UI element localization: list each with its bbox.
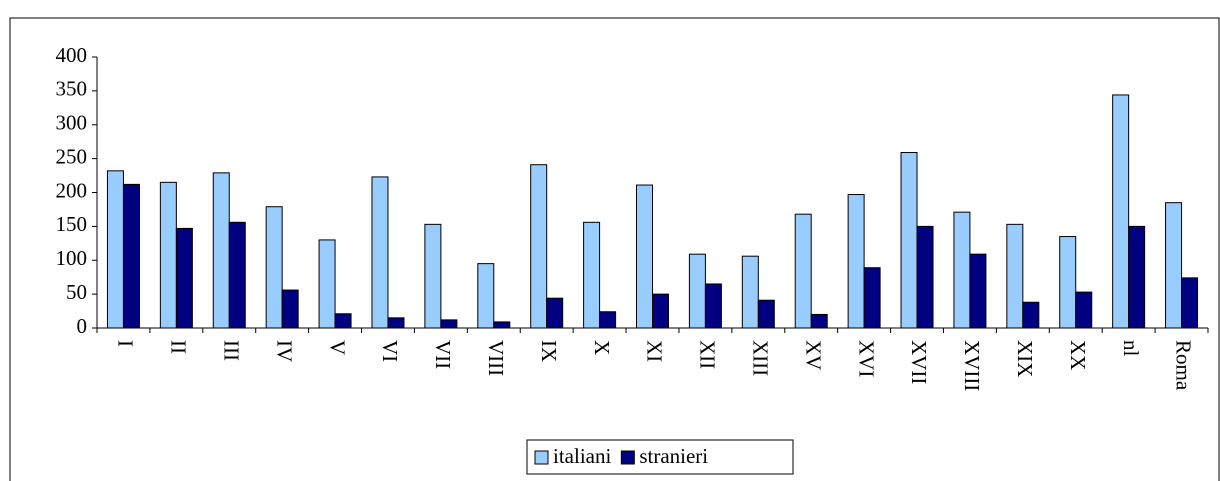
- y-tick-label: 300: [56, 111, 88, 135]
- bar: [477, 263, 495, 329]
- y-tick-label: 0: [77, 314, 88, 338]
- legend-swatch: [534, 450, 549, 465]
- y-tick-label: 100: [56, 246, 88, 270]
- x-tick-label: I: [114, 340, 138, 347]
- x-tick-label: IV: [272, 340, 296, 362]
- bar: [900, 152, 918, 329]
- bar: [1128, 225, 1146, 329]
- bar: [1022, 301, 1040, 329]
- bar: [652, 293, 669, 329]
- legend-box: [526, 439, 794, 475]
- x-tick-label: XI: [643, 340, 667, 362]
- bar: [599, 311, 617, 329]
- x-tick-label: II: [167, 340, 191, 354]
- legend-swatch: [620, 450, 635, 465]
- y-tick-label: 150: [56, 212, 88, 236]
- bar: [122, 183, 140, 329]
- bar: [688, 253, 706, 329]
- x-tick-label: VIII: [484, 340, 508, 376]
- x-tick-label: XIII: [748, 340, 772, 376]
- bar: [1006, 223, 1024, 329]
- bar: [847, 194, 865, 329]
- chart-frame: [9, 17, 1220, 481]
- x-tick-label: XVII: [907, 340, 931, 384]
- bar: [493, 321, 511, 329]
- y-tick-label: 350: [56, 77, 88, 101]
- bar: [1165, 202, 1183, 329]
- bar: [440, 319, 458, 329]
- bar: [159, 181, 177, 329]
- bar: [175, 227, 193, 329]
- x-tick-label: Roma: [1172, 340, 1196, 391]
- bar: [741, 255, 759, 329]
- bar: [1059, 236, 1077, 329]
- y-tick-label: 50: [66, 280, 87, 304]
- bar: [636, 184, 653, 329]
- x-tick-label: V: [325, 340, 349, 355]
- bar: [424, 223, 442, 329]
- x-tick-label: XX: [1066, 340, 1090, 370]
- bar: [1075, 291, 1093, 329]
- x-tick-label: nl: [1119, 340, 1143, 357]
- bar: [318, 239, 336, 329]
- x-tick-label: XVI: [854, 340, 878, 377]
- x-tick-label: XIX: [1013, 340, 1037, 377]
- bar: [916, 225, 934, 329]
- bar: [281, 289, 299, 329]
- bar: [1112, 94, 1130, 329]
- legend-label: stranieri: [639, 444, 708, 468]
- bar: [530, 164, 548, 329]
- x-tick-label: XVIII: [960, 340, 984, 391]
- legend-label: italiani: [553, 444, 611, 468]
- bar: [106, 170, 124, 329]
- bar: [863, 267, 881, 329]
- x-tick-label: III: [219, 340, 243, 361]
- bar: [583, 221, 601, 329]
- y-tick-label: 400: [56, 43, 88, 67]
- y-tick-label: 250: [56, 144, 88, 168]
- bar: [387, 317, 405, 329]
- x-tick-label: VI: [378, 340, 402, 362]
- x-tick-label: IX: [537, 340, 561, 362]
- bar: [228, 221, 246, 329]
- bar: [794, 213, 812, 329]
- bar: [212, 172, 230, 329]
- x-tick-label: XII: [696, 340, 720, 369]
- x-tick-label: XV: [801, 340, 825, 370]
- bar: [265, 206, 283, 329]
- bar: [334, 313, 352, 329]
- bar: [810, 313, 828, 329]
- y-tick-label: 200: [56, 178, 88, 202]
- bar: [953, 211, 971, 329]
- x-tick-label: VII: [431, 340, 455, 369]
- x-tick-label: X: [590, 340, 614, 355]
- bar: [546, 297, 564, 329]
- bar: [969, 253, 987, 329]
- bar: [757, 299, 775, 329]
- bar: [371, 176, 389, 329]
- bar: [704, 283, 722, 329]
- bar: [1181, 277, 1199, 329]
